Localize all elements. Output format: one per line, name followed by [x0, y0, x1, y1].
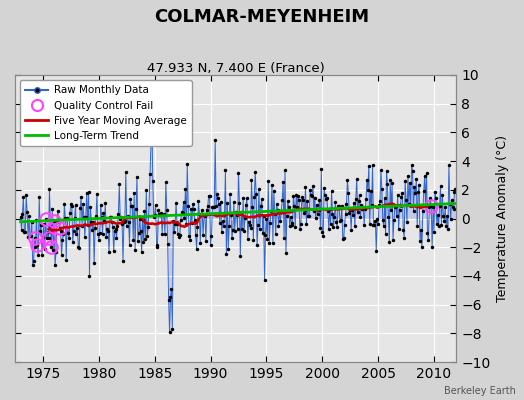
Legend: Raw Monthly Data, Quality Control Fail, Five Year Moving Average, Long-Term Tren: Raw Monthly Data, Quality Control Fail, …: [20, 80, 191, 146]
Title: 47.933 N, 7.400 E (France): 47.933 N, 7.400 E (France): [147, 62, 324, 75]
Text: Berkeley Earth: Berkeley Earth: [444, 386, 516, 396]
Y-axis label: Temperature Anomaly (°C): Temperature Anomaly (°C): [496, 135, 509, 302]
Text: COLMAR-MEYENHEIM: COLMAR-MEYENHEIM: [155, 8, 369, 26]
